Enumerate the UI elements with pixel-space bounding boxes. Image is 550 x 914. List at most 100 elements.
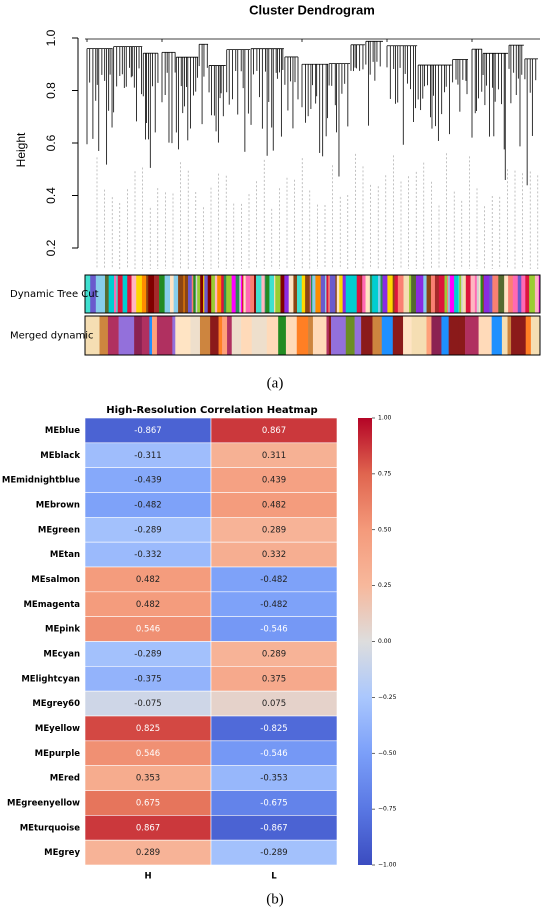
heatmap-cell <box>84 591 212 617</box>
heatmap-cell <box>84 417 212 444</box>
color-stripe <box>211 275 216 313</box>
row-label: MEgrey <box>44 848 80 858</box>
color-stripe <box>350 275 358 313</box>
color-stripe <box>491 316 503 355</box>
color-stripe <box>241 316 253 355</box>
cell-label: -0.311 <box>134 451 161 461</box>
color-stripe <box>459 275 462 313</box>
color-stripe <box>326 316 330 355</box>
color-stripe <box>394 275 399 313</box>
row-label: MEgrey60 <box>32 699 80 709</box>
heatmap-cell <box>210 616 338 642</box>
colorbar-tick-label: 0.00 <box>378 638 392 645</box>
color-stripe <box>191 275 194 313</box>
cell-label: -0.289 <box>134 525 161 535</box>
color-stripe <box>204 275 209 313</box>
color-stripe <box>305 275 311 313</box>
color-stripe <box>231 275 236 313</box>
color-stripe <box>448 316 459 355</box>
cell-label: 0.867 <box>136 823 160 833</box>
color-stripe <box>199 316 211 355</box>
color-stripe <box>99 316 109 355</box>
color-stripe <box>217 275 222 313</box>
color-stripe <box>193 275 196 313</box>
color-stripe <box>369 275 373 313</box>
row-label: MEyellow <box>35 724 80 734</box>
color-stripe <box>521 275 526 313</box>
cell-label: 0.289 <box>262 649 286 659</box>
color-stripe <box>381 316 394 355</box>
color-stripe <box>116 275 118 313</box>
color-stripe <box>339 275 343 313</box>
row-label: MEgreen <box>38 525 80 535</box>
cell-label: 0.375 <box>262 674 286 684</box>
cell-label: -0.289 <box>260 848 287 858</box>
color-stripe <box>104 275 109 313</box>
color-stripe <box>345 275 352 313</box>
color-row-frame <box>84 274 541 314</box>
color-stripe <box>462 275 467 313</box>
color-stripe <box>320 275 326 313</box>
heatmap-cell <box>84 492 212 518</box>
color-stripe <box>403 316 412 355</box>
color-stripe <box>489 275 493 313</box>
color-stripe <box>223 275 227 313</box>
color-stripe <box>431 316 442 355</box>
color-stripe <box>101 275 106 313</box>
heatmap-cell <box>210 591 338 617</box>
y-tick-label: 0.2 <box>44 239 58 256</box>
color-stripe <box>195 275 198 313</box>
color-stripe <box>263 316 268 355</box>
color-stripe <box>312 316 327 355</box>
color-stripe <box>525 316 532 355</box>
color-stripe <box>330 316 347 355</box>
cell-label: -0.353 <box>260 774 287 784</box>
color-stripe <box>392 316 404 355</box>
color-row-frame <box>84 315 541 356</box>
color-stripe <box>301 275 306 313</box>
colorbar-tick-label: −0.75 <box>378 806 397 813</box>
color-stripe <box>498 275 505 313</box>
color-stripe <box>378 275 381 313</box>
color-stripe <box>235 275 240 313</box>
color-stripe <box>360 275 363 313</box>
cell-label: 0.675 <box>136 798 160 808</box>
cell-label: -0.825 <box>260 724 287 734</box>
color-stripe <box>482 275 485 313</box>
colorbar-tick-label: 0.25 <box>378 582 392 589</box>
cell-label: -0.867 <box>134 426 161 436</box>
color-stripe <box>90 275 97 313</box>
color-stripe <box>183 275 185 313</box>
cell-label: -0.075 <box>134 699 161 709</box>
cell-label: 0.311 <box>262 451 286 461</box>
color-stripe <box>114 275 117 313</box>
color-stripe <box>269 275 275 313</box>
color-stripe <box>508 275 514 313</box>
color-stripe <box>251 316 265 355</box>
color-stripe <box>409 275 412 313</box>
color-stripe <box>423 275 427 313</box>
color-stripe <box>382 275 386 313</box>
cell-label: 0.867 <box>262 426 286 436</box>
color-stripe <box>122 275 128 313</box>
cell-label: -0.482 <box>134 500 161 510</box>
color-stripe <box>356 275 361 313</box>
color-stripe <box>326 275 329 313</box>
color-row-label: Dynamic Tree Cut <box>10 289 99 300</box>
color-stripe <box>95 275 102 313</box>
color-stripe <box>312 275 316 313</box>
cell-label: 0.075 <box>262 699 286 709</box>
cell-label: 0.332 <box>262 550 286 560</box>
color-stripe <box>444 275 448 313</box>
heatmap-cell <box>210 666 338 692</box>
color-stripe <box>293 275 298 313</box>
color-stripe <box>342 275 347 313</box>
color-stripe <box>354 316 362 355</box>
color-stripe <box>415 275 422 313</box>
color-stripe <box>534 275 540 313</box>
y-tick-label: 0.4 <box>44 187 58 204</box>
color-stripe <box>454 275 459 313</box>
heatmap-cell <box>84 517 212 543</box>
heatmap-cell <box>84 541 212 568</box>
color-stripe <box>218 316 223 355</box>
